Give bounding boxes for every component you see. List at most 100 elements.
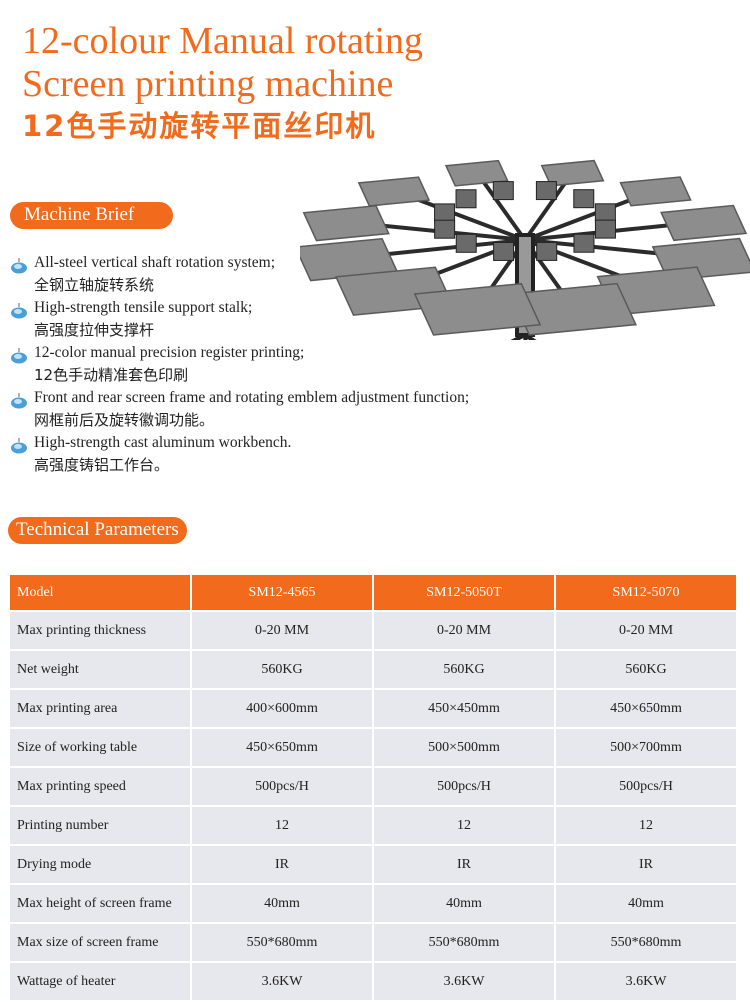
cell-value: 0-20 MM (374, 612, 554, 649)
column-header-model: Model (10, 575, 190, 610)
row-label: Size of working table (10, 729, 190, 766)
row-label: Net weight (10, 651, 190, 688)
cell-value: 0-20 MM (192, 612, 372, 649)
cell-value: 40mm (192, 885, 372, 922)
machine-brief-list: All-steel vertical shaft rotation system… (8, 252, 469, 477)
table-row: Drying mode IR IR IR (10, 846, 736, 883)
table-row: Max printing thickness 0-20 MM 0-20 MM 0-20… (10, 612, 736, 649)
row-label: Drying mode (10, 846, 190, 883)
brief-item-en: High-strength tensile support stalk; (34, 299, 253, 316)
printing-pallet (302, 204, 390, 242)
brief-item-en: 12-color manual precision register print… (34, 344, 305, 361)
cell-value: 40mm (374, 885, 554, 922)
brief-item-en: Front and rear screen frame and rotating… (34, 389, 470, 406)
page-title-line2: Screen printing machine (22, 63, 394, 105)
cell-value: 400×600mm (192, 690, 372, 727)
page-title-line1: 12-colour Manual rotating (22, 20, 424, 62)
cell-value: 500×700mm (556, 729, 736, 766)
row-label: Printing number (10, 807, 190, 844)
cell-value: 550*680mm (556, 924, 736, 961)
blue-gem-bullet-icon (11, 258, 27, 274)
cell-value: 12 (192, 807, 372, 844)
page-title-chinese: 12色手动旋转平面丝印机 (22, 109, 377, 143)
brief-item: All-steel vertical shaft rotation system… (8, 252, 469, 297)
cell-value: 0-20 MM (556, 612, 736, 649)
cell-value: 450×450mm (374, 690, 554, 727)
row-label: Wattage of heater (10, 963, 190, 1000)
printing-pallet (540, 159, 605, 187)
machine-photo (300, 159, 750, 340)
table-header-row: Model SM12-4565 SM12-5050T SM12-5070 (10, 575, 736, 610)
print-head (434, 203, 456, 223)
cell-value: 3.6KW (556, 963, 736, 1000)
printing-pallet (357, 176, 431, 207)
brief-item-zh: 全钢立轴旋转系统 (34, 276, 155, 294)
print-head (536, 241, 558, 261)
brief-item: High-strength tensile support stalk; 高强度… (8, 297, 469, 342)
blue-gem-bullet-icon (11, 348, 27, 364)
cell-value: 450×650mm (556, 690, 736, 727)
blue-gem-bullet-icon (11, 303, 27, 319)
row-label: Max printing thickness (10, 612, 190, 649)
column-header-variant: SM12-5050T (374, 575, 554, 610)
brief-item: Front and rear screen frame and rotating… (8, 387, 469, 432)
table-row: Max printing speed 500pcs/H 500pcs/H 500pcs… (10, 768, 736, 805)
print-head (573, 233, 595, 253)
cell-value: 550*680mm (374, 924, 554, 961)
printing-pallet (444, 159, 509, 187)
table-row: Net weight 560KG 560KG 560KG (10, 651, 736, 688)
print-head (455, 189, 477, 209)
row-label: Max printing speed (10, 768, 190, 805)
brief-item-zh: 12色手动精准套色印刷 (34, 366, 189, 384)
brief-item-zh: 高强度铸铝工作台。 (34, 456, 170, 474)
cell-value: 450×650mm (192, 729, 372, 766)
blue-gem-bullet-icon (11, 438, 27, 454)
print-head (573, 189, 595, 209)
printing-pallet (619, 176, 692, 207)
print-head (535, 181, 557, 201)
cell-value: 500pcs/H (192, 768, 372, 805)
table-row: Size of working table 450×650mm 500×500mm 5… (10, 729, 736, 766)
printing-pallet (660, 204, 748, 242)
printing-pallet (413, 282, 542, 336)
cell-value: 550*680mm (192, 924, 372, 961)
row-label: Max printing area (10, 690, 190, 727)
cell-value: 560KG (374, 651, 554, 688)
column-header-variant: SM12-5070 (556, 575, 736, 610)
cell-value: 500×500mm (374, 729, 554, 766)
print-head (492, 181, 514, 201)
table-row: Wattage of heater 3.6KW 3.6KW 3.6KW (10, 963, 736, 1000)
cell-value: 500pcs/H (556, 768, 736, 805)
cell-value: 560KG (192, 651, 372, 688)
print-head (594, 219, 616, 239)
cell-value: 40mm (556, 885, 736, 922)
cell-value: 500pcs/H (374, 768, 554, 805)
row-label: Max size of screen frame (10, 924, 190, 961)
cell-value: IR (374, 846, 554, 883)
cell-value: 3.6KW (374, 963, 554, 1000)
cell-value: 560KG (556, 651, 736, 688)
technical-parameters-heading: Technical Parameters (8, 517, 187, 544)
blue-gem-bullet-icon (11, 393, 27, 409)
print-head (493, 241, 515, 261)
brief-item: 12-color manual precision register print… (8, 342, 469, 387)
cell-value: IR (192, 846, 372, 883)
table-row: Printing number 12 12 12 (10, 807, 736, 844)
print-head (434, 219, 456, 239)
brief-item: High-strength cast aluminum workbench. 高… (8, 432, 469, 477)
brief-item-en: All-steel vertical shaft rotation system… (34, 254, 276, 271)
table-row: Max printing area 400×600mm 450×450mm 450×6… (10, 690, 736, 727)
cell-value: 12 (556, 807, 736, 844)
brief-item-zh: 网框前后及旋转徽调功能。 (34, 411, 215, 429)
brief-item-zh: 高强度拉伸支撑杆 (34, 321, 155, 339)
column-header-variant: SM12-4565 (192, 575, 372, 610)
machine-brief-heading: Machine Brief (10, 202, 173, 229)
print-head (594, 203, 616, 223)
table-row: Max height of screen frame 40mm 40mm 40mm (10, 885, 736, 922)
row-label: Max height of screen frame (10, 885, 190, 922)
cell-value: IR (556, 846, 736, 883)
technical-parameters-table: Model SM12-4565 SM12-5050T SM12-5070 Max pr… (8, 573, 738, 1002)
cell-value: 3.6KW (192, 963, 372, 1000)
brief-item-en: High-strength cast aluminum workbench. (34, 434, 292, 451)
print-head (455, 233, 477, 253)
